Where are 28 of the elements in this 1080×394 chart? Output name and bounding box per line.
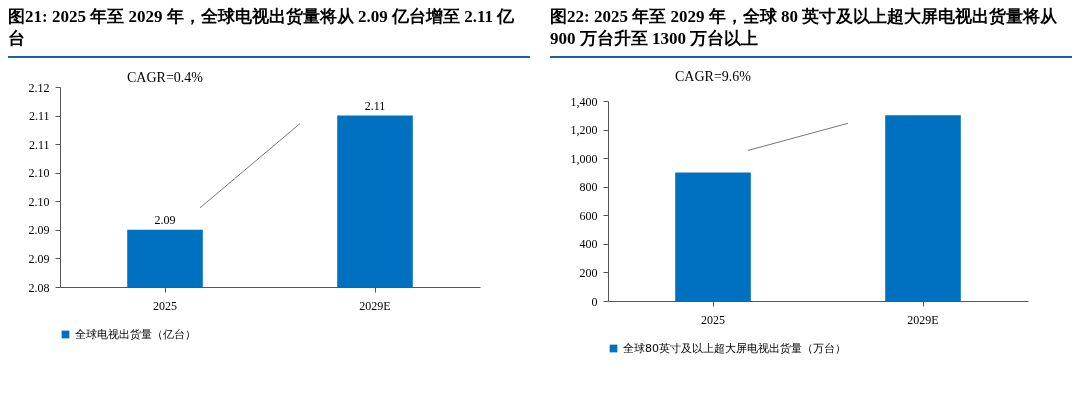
- x-tick-label: 2025: [153, 298, 177, 313]
- text: CAGR=0.4%: [127, 69, 204, 85]
- y-tick-label: 2.11: [28, 109, 50, 124]
- text: CAGR=9.6%: [675, 69, 752, 85]
- legend-label: 全球80英寸及以上超大屏电视出货量（万台）: [623, 341, 846, 355]
- x-tick-label: 2029E: [359, 298, 391, 313]
- legend-label: 全球电视出货量（亿台）: [75, 327, 196, 341]
- y-tick-label: 0: [591, 294, 598, 309]
- data-label: 2.11: [364, 98, 386, 113]
- y-tick-label: 1,200: [570, 123, 598, 138]
- y-tick-label: 400: [579, 237, 598, 252]
- y-tick-label: 600: [579, 208, 598, 223]
- y-tick-label: 2.12: [28, 80, 50, 95]
- y-tick-label: 2.11: [28, 137, 50, 152]
- chart-title: 图21: 2025 年至 2029 年，全球电视出货量将从 2.09 亿台增至 2.11 亿台: [8, 6, 530, 58]
- data-label: 2.09: [154, 212, 176, 227]
- x-tick-label: 2029E: [907, 312, 939, 327]
- x-tick-label: 2025: [701, 312, 725, 327]
- y-tick-label: 800: [579, 180, 598, 195]
- y-tick-label: 1,000: [570, 151, 598, 166]
- chart-title: 图22: 2025 年至 2029 年，全球 80 英寸及以上超大屏电视出货量将从 900 万台升至 1300 万台以上: [550, 6, 1072, 58]
- y-tick-label: 2.10: [28, 194, 50, 209]
- y-tick-label: 2.08: [28, 280, 50, 295]
- y-tick-label: 2.09: [28, 223, 50, 238]
- y-tick-label: 2.10: [28, 166, 50, 181]
- y-tick-label: 1,400: [570, 94, 598, 109]
- y-tick-label: 200: [579, 265, 598, 280]
- y-tick-label: 2.09: [28, 251, 50, 266]
